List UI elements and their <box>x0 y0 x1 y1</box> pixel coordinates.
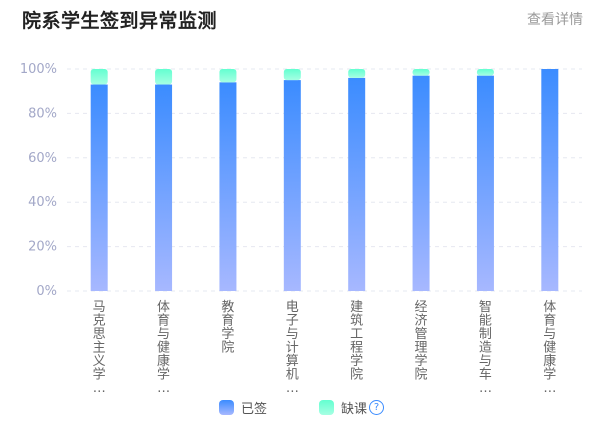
y-tick-label: 60% <box>28 151 57 166</box>
y-tick-label: 40% <box>28 195 57 210</box>
y-tick-label: 0% <box>36 284 57 299</box>
bars-layer <box>90 69 559 291</box>
x-tick-label: 电子与计算机… <box>286 300 299 395</box>
x-tick-label: 建筑工程学院 <box>350 300 363 383</box>
bar-absent[interactable] <box>348 69 366 78</box>
bar-absent[interactable] <box>412 69 430 76</box>
y-axis: 0% 20% 40% 60% 80% 100% <box>20 62 57 299</box>
x-tick-label: 马克思主义学… <box>93 300 106 395</box>
bar-absent[interactable] <box>90 69 108 85</box>
legend-item-signed[interactable]: 已签 <box>218 398 267 417</box>
x-tick-label: 智能制造与车… <box>479 300 492 395</box>
y-tick-label: 80% <box>28 106 57 121</box>
x-tick-label: 体育与健康学… <box>543 300 556 395</box>
question-circle-icon[interactable]: ? <box>369 400 385 415</box>
x-tick-label: 教育学院 <box>221 299 234 356</box>
bar-signed[interactable] <box>476 75 494 291</box>
bar-signed[interactable] <box>412 75 430 291</box>
attendance-bar-chart: 0% 20% 40% 60% 80% 100% 马克思主义学… 体育与健康学… 教育学院 电子与… <box>20 62 582 395</box>
chart-legend: 已签 缺课 ? <box>0 398 603 417</box>
y-tick-label: 20% <box>28 240 57 255</box>
page-title: 院系学生签到异常监测 <box>22 10 218 32</box>
grid-layer <box>67 68 582 292</box>
bar-signed[interactable] <box>541 69 559 291</box>
bar-absent[interactable] <box>283 69 301 81</box>
legend-swatch-absent <box>319 400 334 415</box>
bar-absent[interactable] <box>219 69 237 83</box>
x-axis-labels: 马克思主义学… 体育与健康学… 教育学院 电子与计算机… 建筑工程学院 经济管理学院 智能制… <box>93 299 557 395</box>
y-tick-label: 100% <box>20 62 57 77</box>
bar-absent[interactable] <box>155 69 173 85</box>
legend-item-absent[interactable]: 缺课 ? <box>319 398 385 417</box>
view-details-link[interactable]: 查看详情 <box>527 12 583 28</box>
bar-signed[interactable] <box>155 84 173 291</box>
legend-label-signed: 已签 <box>240 402 267 417</box>
bar-signed[interactable] <box>348 77 366 291</box>
legend-label-absent: 缺课 <box>341 402 368 417</box>
x-tick-label: 经济管理学院 <box>415 300 428 383</box>
bar-absent[interactable] <box>476 69 494 76</box>
bar-signed[interactable] <box>219 82 237 291</box>
bar-signed[interactable] <box>283 80 301 291</box>
legend-swatch-signed <box>218 400 234 415</box>
bar-signed[interactable] <box>90 84 108 291</box>
x-tick-label: 体育与健康学… <box>157 300 170 395</box>
